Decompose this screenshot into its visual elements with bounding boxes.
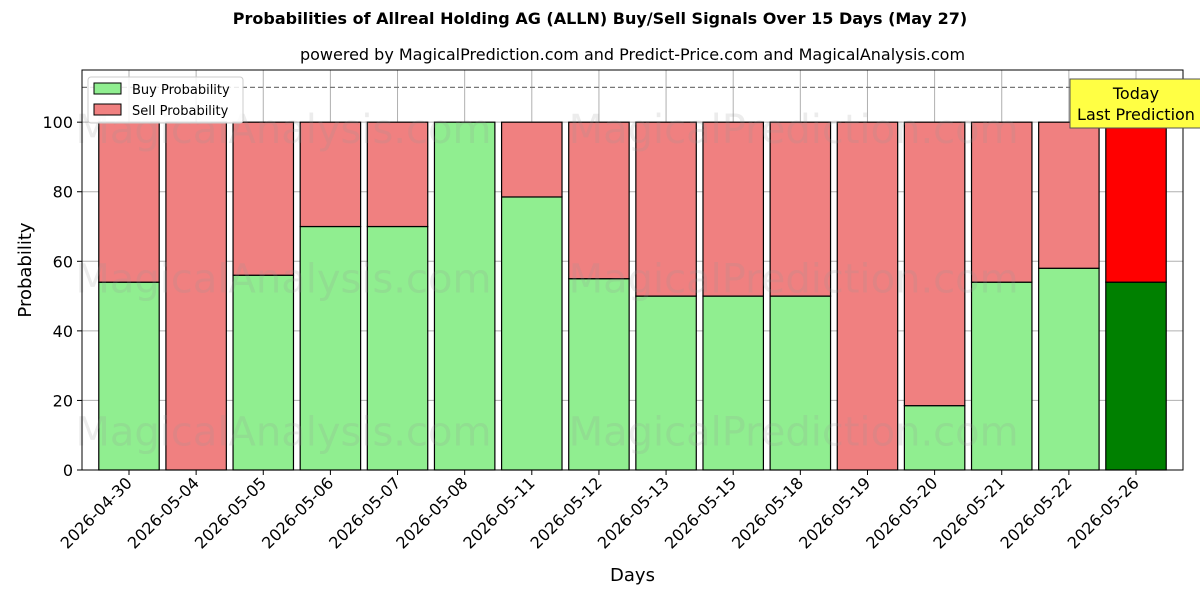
chart-subtitle: powered by MagicalPrediction.com and Pre… xyxy=(299,45,966,64)
watermarks: MagicalAnalysis.com MagicalPrediction.com… xyxy=(75,107,1018,456)
y-tick-label: 60 xyxy=(53,252,73,271)
buy-bar xyxy=(1105,281,1167,471)
buy-bar xyxy=(769,295,832,471)
buy-bar xyxy=(232,274,295,471)
sell-bar xyxy=(1038,121,1100,269)
annotation-box xyxy=(1069,78,1200,129)
watermark-text: MagicalAnalysis.com xyxy=(75,410,491,456)
y-tick-label: 20 xyxy=(53,391,73,410)
annotation-text: Last Prediction xyxy=(1077,105,1195,124)
buy-bar xyxy=(433,121,496,471)
legend-swatch xyxy=(93,82,122,95)
buy-bar xyxy=(366,225,429,471)
buy-bar xyxy=(500,196,563,471)
sell-bar xyxy=(970,121,1033,283)
y-axis-label: Probability xyxy=(15,222,36,317)
y-tick-label: 40 xyxy=(53,322,73,341)
buy-bar xyxy=(903,405,966,471)
x-axis-label: Days xyxy=(610,565,655,586)
sell-bar xyxy=(836,121,899,471)
sell-bar xyxy=(635,121,697,297)
annotation-text: Today xyxy=(1112,84,1159,103)
y-tick-label: 80 xyxy=(53,183,73,202)
legend: Buy Probability Sell Probability xyxy=(87,76,244,124)
x-tick-label: 2026-05-26 xyxy=(1064,473,1143,552)
buy-bar xyxy=(702,295,765,471)
sell-bar xyxy=(299,121,362,228)
watermark-text: MagicalPrediction.com xyxy=(569,257,1019,303)
legend-label: Buy Probability xyxy=(132,83,230,98)
buy-bar xyxy=(299,225,362,471)
legend-swatch xyxy=(93,103,122,116)
y-axis-ticks: 0 20 40 60 80 100 xyxy=(42,113,82,480)
legend-label: Sell Probability xyxy=(132,104,229,119)
sell-bar xyxy=(769,121,832,297)
y-tick-label: 0 xyxy=(63,461,73,480)
today-annotation: Today Last Prediction xyxy=(1069,78,1200,129)
plot-frame xyxy=(81,69,1184,471)
buy-bar xyxy=(635,295,697,471)
sell-bar xyxy=(702,121,765,297)
sell-bar xyxy=(903,121,966,407)
chart-title: Probabilities of Allreal Holding AG (ALL… xyxy=(232,9,968,28)
watermark-text: MagicalPrediction.com xyxy=(569,410,1019,456)
watermark-text: MagicalPrediction.com xyxy=(569,107,1019,153)
sell-bar xyxy=(366,121,429,228)
sell-bar xyxy=(232,121,295,276)
buy-bar xyxy=(1038,267,1100,471)
sell-bar xyxy=(500,121,563,198)
sell-bar xyxy=(1105,121,1167,283)
buy-bar xyxy=(98,281,160,471)
watermark-text: MagicalAnalysis.com xyxy=(75,257,491,303)
buy-bar xyxy=(568,278,630,471)
y-tick-label: 100 xyxy=(42,113,73,132)
x-axis-ticks: 2026-04-302026-05-042026-05-052026-05-06… xyxy=(57,470,1143,553)
sell-bar xyxy=(568,121,630,280)
legend-box xyxy=(87,76,244,124)
